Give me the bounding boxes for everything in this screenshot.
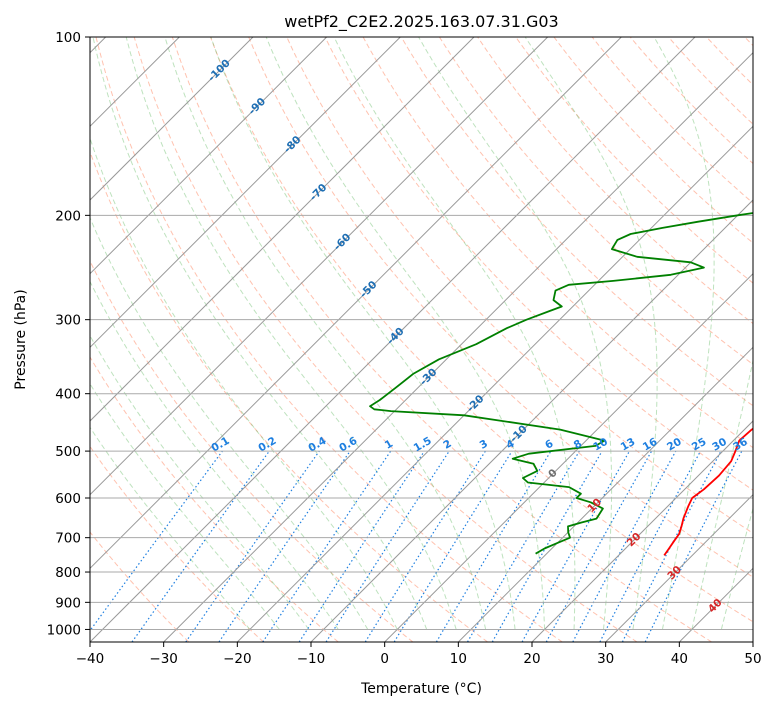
dry-adiabat xyxy=(324,37,753,491)
isotherm-line xyxy=(310,199,753,642)
y-tick-label: 1000 xyxy=(47,622,81,638)
moist-adiabat xyxy=(90,280,339,630)
isotherm-line xyxy=(90,37,475,422)
x-tick-label: −40 xyxy=(76,651,105,667)
y-axis-label: Pressure (hPa) xyxy=(13,289,29,389)
y-tick-label: 900 xyxy=(55,595,81,611)
x-tick-label: −20 xyxy=(223,651,252,667)
x-tick-label: 0 xyxy=(380,651,389,667)
y-tick-label: 400 xyxy=(55,387,81,403)
y-tick-label: 700 xyxy=(55,531,81,547)
plot-frame xyxy=(89,36,754,643)
moist-adiabat xyxy=(418,37,613,630)
y-tick-label: 200 xyxy=(55,208,81,224)
grid-lines xyxy=(90,37,753,642)
isotherm-line xyxy=(163,51,753,642)
dry-adiabat xyxy=(248,37,753,578)
dry-adiabat xyxy=(210,37,753,623)
x-tick-label: −10 xyxy=(297,651,326,667)
y-tick-label: 100 xyxy=(55,30,81,46)
x-tick-label: −30 xyxy=(149,651,178,667)
isotherm-line xyxy=(236,125,753,642)
dry-adiabat xyxy=(515,37,753,284)
moist-adiabat xyxy=(720,506,753,630)
y-tick-label: 500 xyxy=(55,444,81,460)
isotherm-line xyxy=(90,37,696,642)
isotherm-line xyxy=(384,272,753,642)
dry-adiabat xyxy=(95,37,563,642)
dry-adiabat xyxy=(133,37,638,642)
x-tick-label: 40 xyxy=(671,651,688,667)
isotherm-line xyxy=(531,420,753,642)
isotherm-line xyxy=(90,37,401,349)
plot-area xyxy=(90,37,753,642)
isotherm-line xyxy=(90,37,549,496)
moist-adiabat xyxy=(691,358,753,630)
x-tick-label: 30 xyxy=(597,651,614,667)
x-tick-label: 10 xyxy=(450,651,467,667)
moist-adiabat xyxy=(125,37,457,630)
temperature-profile xyxy=(663,427,753,556)
y-tick-label: 300 xyxy=(55,313,81,329)
y-tick-label: 600 xyxy=(55,491,81,507)
isotherm-line xyxy=(90,37,622,570)
moist-adiabat xyxy=(90,216,369,630)
dewpoint-profile xyxy=(369,212,753,555)
x-tick-label: 50 xyxy=(744,651,761,667)
moist-adiabat xyxy=(164,37,487,630)
profile-lines xyxy=(369,212,753,556)
isotherm-line xyxy=(457,346,753,642)
moist-adiabat xyxy=(524,37,658,630)
dry-adiabat xyxy=(90,150,488,642)
moist-adiabat xyxy=(210,37,516,630)
isotherm-line xyxy=(90,37,328,275)
moist-adiabat xyxy=(90,136,398,630)
isotherm-line xyxy=(90,37,254,201)
axis-ticks: −40 −30 −20 −10 0 10 20 30 40 50 100 200 300 400 500 60… xyxy=(47,30,762,667)
dry-adiabat xyxy=(171,37,712,642)
dry-adiabat xyxy=(90,531,190,642)
moist-adiabat xyxy=(92,37,428,630)
x-tick-label: 20 xyxy=(523,651,540,667)
moist-adiabat xyxy=(90,334,310,630)
x-axis-label: Temperature (°C) xyxy=(360,681,482,697)
dry-adiabat xyxy=(90,356,339,642)
chart-title: wetPf2_C2E2.2025.163.07.31.G03 xyxy=(284,12,558,32)
isotherm-line xyxy=(605,493,753,642)
moist-adiabat xyxy=(265,37,546,630)
y-tick-label: 800 xyxy=(55,565,81,581)
dry-adiabat xyxy=(438,37,753,366)
moist-adiabat xyxy=(653,37,715,630)
dry-adiabat xyxy=(90,445,264,642)
